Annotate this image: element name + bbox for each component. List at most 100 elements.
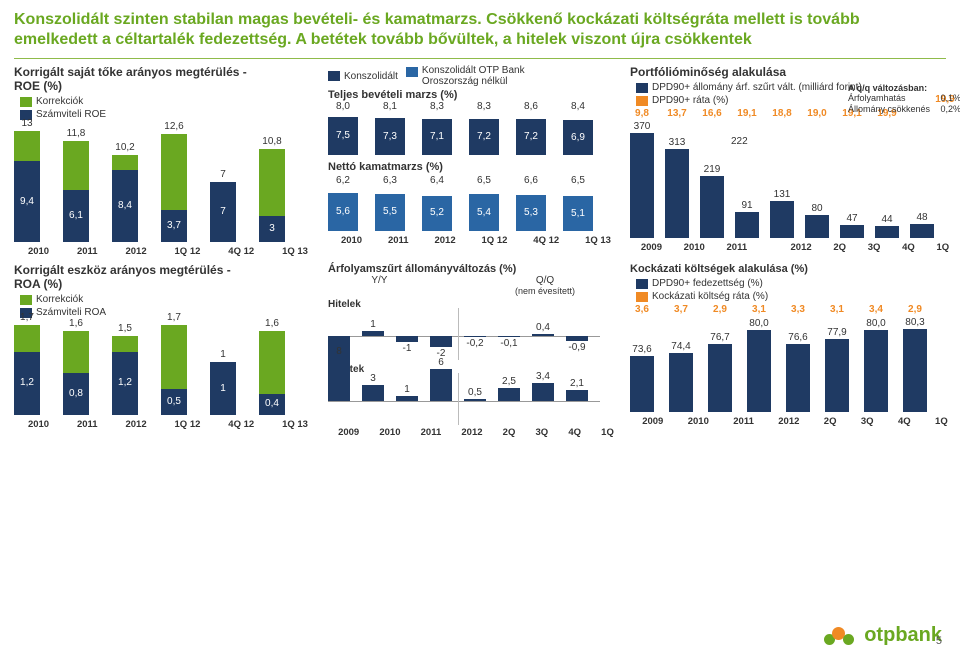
bar-acct-value: 6,1 (63, 210, 89, 221)
signed-bar-value: 2,1 (566, 378, 588, 389)
signed-bar: 0,5 (464, 399, 486, 402)
portfolio-cell: Portfólióminőség alakulása DPD90+ állomá… (630, 65, 960, 253)
margin-below-value: 6,2 (328, 175, 358, 186)
kockazat-title: Kockázati költségek alakulása (%) (630, 263, 960, 275)
portfolio-chart: 9,813,716,619,118,819,019,119,919,922237… (630, 108, 945, 238)
portfolio-line-value: 16,6 (700, 108, 724, 119)
margin-bar2-value: 5,5 (375, 206, 405, 217)
kockazat-legend: DPD90+ fedezettség (%) Kockázati költség… (636, 278, 960, 302)
page-number: 5 (936, 635, 942, 647)
margin-top-value: 8,3 (469, 101, 499, 112)
xaxis-label: 1Q 13 (585, 235, 611, 246)
margins-legend-b2: Oroszország nélkül (422, 76, 508, 87)
roe-title-line1: Korrigált saját tőke arányos megtérülés … (14, 65, 322, 79)
margins-top-row: 8,08,18,38,38,68,4 (328, 101, 610, 115)
kockazat-legend-a-label: DPD90+ fedezettség (%) (652, 278, 763, 289)
xaxis-label: 2009 (642, 416, 663, 427)
roa-xaxis: 2010201120121Q 124Q 121Q 13 (14, 419, 322, 430)
portfolio-bar: 313 (665, 149, 689, 238)
allomany-subhead: Y/Y Q/Q (nem évesített) (328, 275, 624, 297)
xaxis-label: 4Q (898, 416, 911, 427)
signed-bar-value: 0,5 (464, 387, 486, 398)
signed-bar: 2,1 (566, 390, 588, 401)
signed-bar: -0,2 (464, 336, 486, 337)
signed-bar-value: 1 (396, 384, 418, 395)
charts-grid: Korrigált saját tőke arányos megtérülés … (14, 65, 946, 438)
portfolio-bar: 47 (840, 225, 864, 238)
margins-below-row: 6,26,36,46,56,66,5 (328, 175, 610, 189)
portfolio-legend-b-label: DPD90+ ráta (%) (652, 95, 728, 106)
portfolio-bar-value: 313 (665, 137, 689, 148)
xaxis-label: 2012 (434, 235, 455, 246)
xaxis-label: 2012 (125, 419, 146, 430)
signed-bar: 2,5 (498, 388, 520, 402)
portfolio-bar: 48 (910, 224, 934, 238)
margin-below-value: 6,5 (469, 175, 499, 186)
signed-bar-value: 3 (362, 373, 384, 384)
allomany-betetek-chart: 83160,52,53,42,1 (328, 375, 600, 423)
roa-legend-corr-label: Korrekciók (36, 294, 83, 305)
margin-bar2-value: 5,1 (563, 208, 593, 219)
margin-bar-value: 7,3 (375, 131, 405, 142)
signed-bar: -2 (430, 336, 452, 347)
xaxis-label: 4Q (902, 242, 915, 253)
separator (14, 58, 946, 59)
xaxis-label: 2012 (125, 246, 146, 257)
bar-acct: 1,2 (14, 352, 40, 415)
margin-bar: 7,3 (375, 118, 405, 155)
allomany-hitelek-chart: -41-1-2-0,2-0,10,4-0,9 (328, 310, 600, 358)
portfolio-line-value: 19,0 (805, 108, 829, 119)
xaxis-label: 1Q (935, 416, 948, 427)
kockazat-cell: Kockázati költségek alakulása (%) DPD90+… (630, 263, 960, 427)
margin-bar-value: 6,9 (563, 132, 593, 143)
xaxis-label: 3Q (861, 416, 874, 427)
kockazat-bar-value: 77,9 (825, 327, 849, 338)
roa-title-line1: Korrigált eszköz arányos megtérülés - (14, 263, 322, 277)
margins-legend: Konszolidált Konszolidált OTP Bank Orosz… (328, 65, 624, 87)
bar-corr-value: 1,5 (112, 323, 138, 334)
signed-bar-value: 0,4 (532, 322, 554, 333)
xaxis-label: 1Q 12 (175, 246, 201, 257)
signed-bar: 6 (430, 369, 452, 401)
bar-corr-value: 10,8 (259, 136, 285, 147)
signed-bar: 3,4 (532, 383, 554, 401)
margin-bar2: 5,6 (328, 193, 358, 231)
bar-acct: 1 (210, 362, 236, 415)
portfolio-callout-222: 222 (731, 136, 771, 147)
xaxis-label: 2011 (421, 427, 442, 438)
xaxis-label: 1Q 13 (282, 419, 308, 430)
slide-headline: Konszolidált szinten stabilan magas bevé… (14, 10, 946, 50)
allomany-yy: Y/Y (338, 275, 421, 297)
xaxis-label: 1Q 12 (175, 419, 201, 430)
signed-bar-value: 8 (328, 346, 350, 357)
signed-bar-value: -0,2 (464, 338, 486, 349)
margin-top-value: 8,3 (422, 101, 452, 112)
margins-bot-chart: 5,65,55,25,45,35,1 (328, 191, 610, 231)
allomany-row1-label: Hitelek (328, 299, 624, 310)
bar-acct: 7 (210, 182, 236, 242)
xaxis-label: 2010 (379, 427, 400, 438)
kockazat-line-value: 3,3 (786, 304, 810, 315)
bar-acct-value: 3 (259, 223, 285, 234)
kockazat-line-value: 3,1 (747, 304, 771, 315)
kockazat-line-value: 3,6 (630, 304, 654, 315)
xaxis-label: 2011 (77, 419, 98, 430)
xaxis-label: 4Q 12 (228, 419, 254, 430)
portfolio-annotation: A q/q változásban: Árfolyamhatás0,1%p Ál… (848, 83, 960, 114)
margin-bar: 7,1 (422, 119, 452, 155)
xaxis-label: 2Q (503, 427, 516, 438)
xaxis-label: 2010 (688, 416, 709, 427)
margin-bar2-value: 5,3 (516, 207, 546, 218)
bar-acct-value: 3,7 (161, 220, 187, 231)
otp-logo-icon (824, 625, 860, 647)
margins-legend-a: Konszolidált (328, 65, 398, 87)
roe-title-line2: ROE (%) (14, 79, 322, 93)
slide-footer: otpbank (0, 624, 960, 647)
bar-acct: 3 (259, 216, 285, 242)
bar-corr-value: 13 (14, 118, 40, 129)
portfolio-bar: 131 (770, 201, 794, 238)
bar-corr-value: 12,6 (161, 121, 187, 132)
kockazat-legend-b: Kockázati költség ráta (%) (636, 291, 960, 302)
margins-legend-a-label: Konszolidált (344, 71, 398, 82)
kockazat-swatch-a (636, 279, 648, 289)
